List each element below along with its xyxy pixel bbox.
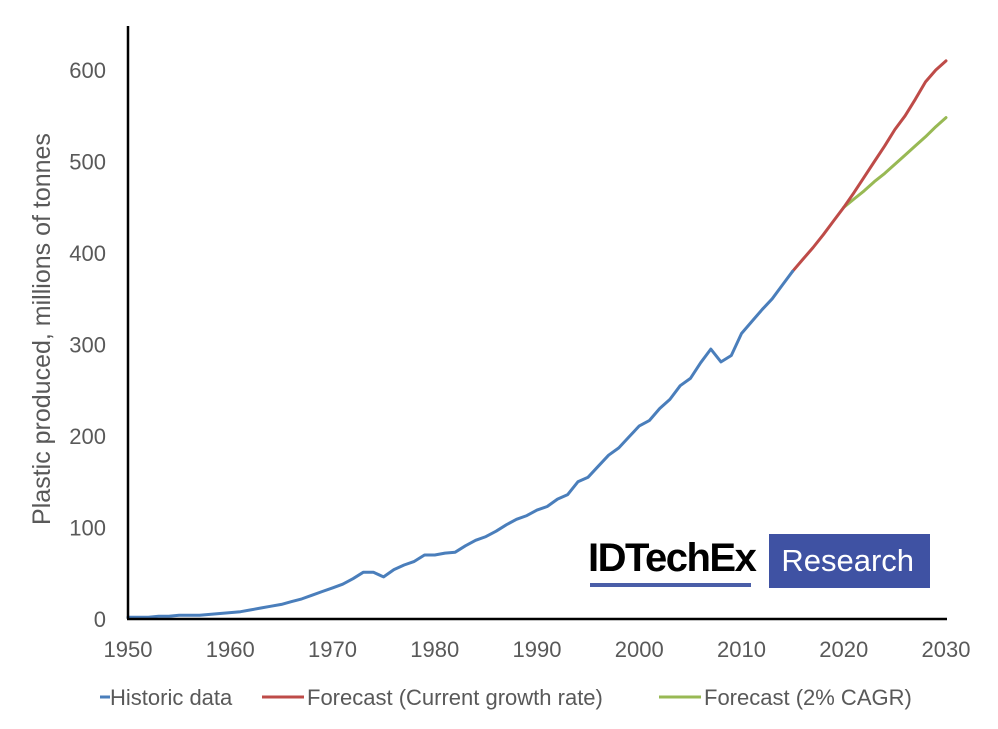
logo-wordmark-text: IDTechEx [588, 536, 757, 580]
x-tick-label: 1980 [410, 637, 459, 662]
legend-item: Forecast (2% CAGR) [659, 685, 912, 710]
legend-item: Forecast (Current growth rate) [262, 685, 603, 710]
x-tick-label: 2020 [819, 637, 868, 662]
legend-label: Forecast (Current growth rate) [307, 685, 603, 710]
y-tick-labels: 0 100 200 300 400 500 600 [69, 58, 106, 632]
legend: Historic data Forecast (Current growth ra… [100, 685, 912, 710]
y-tick-label: 300 [69, 333, 106, 358]
logo-underline [590, 583, 752, 587]
logo-badge: Research [769, 534, 931, 588]
y-tick-label: 100 [69, 516, 106, 541]
y-tick-label: 200 [69, 424, 106, 449]
y-axis-title: Plastic produced, millions of tonnes [28, 133, 56, 525]
x-tick-label: 2000 [615, 637, 664, 662]
x-tick-label: 1970 [308, 637, 357, 662]
legend-label: Forecast (2% CAGR) [704, 685, 912, 710]
series-line-forecast-current-growth-rate [791, 59, 948, 273]
x-tick-label: 2010 [717, 637, 766, 662]
x-tick-label: 2030 [922, 637, 971, 662]
x-tick-label: 1950 [104, 637, 153, 662]
series-line-forecast-2-cagr [842, 116, 948, 209]
x-tick-labels: 1950 1960 1970 1980 1990 2000 2010 2020 2030 [104, 637, 971, 662]
y-tick-label: 600 [69, 58, 106, 83]
legend-label: Historic data [110, 685, 233, 710]
legend-item: Historic data [100, 685, 233, 710]
logo-wordmark: IDTechEx [588, 534, 757, 588]
y-tick-label: 400 [69, 241, 106, 266]
idtechex-logo: IDTechEx Research [588, 534, 931, 588]
x-tick-label: 1990 [513, 637, 562, 662]
y-tick-label: 500 [69, 150, 106, 175]
series-line-historic-data [126, 269, 795, 619]
x-tick-label: 1960 [206, 637, 255, 662]
y-tick-label: 0 [94, 607, 106, 632]
series-layer [126, 59, 948, 619]
